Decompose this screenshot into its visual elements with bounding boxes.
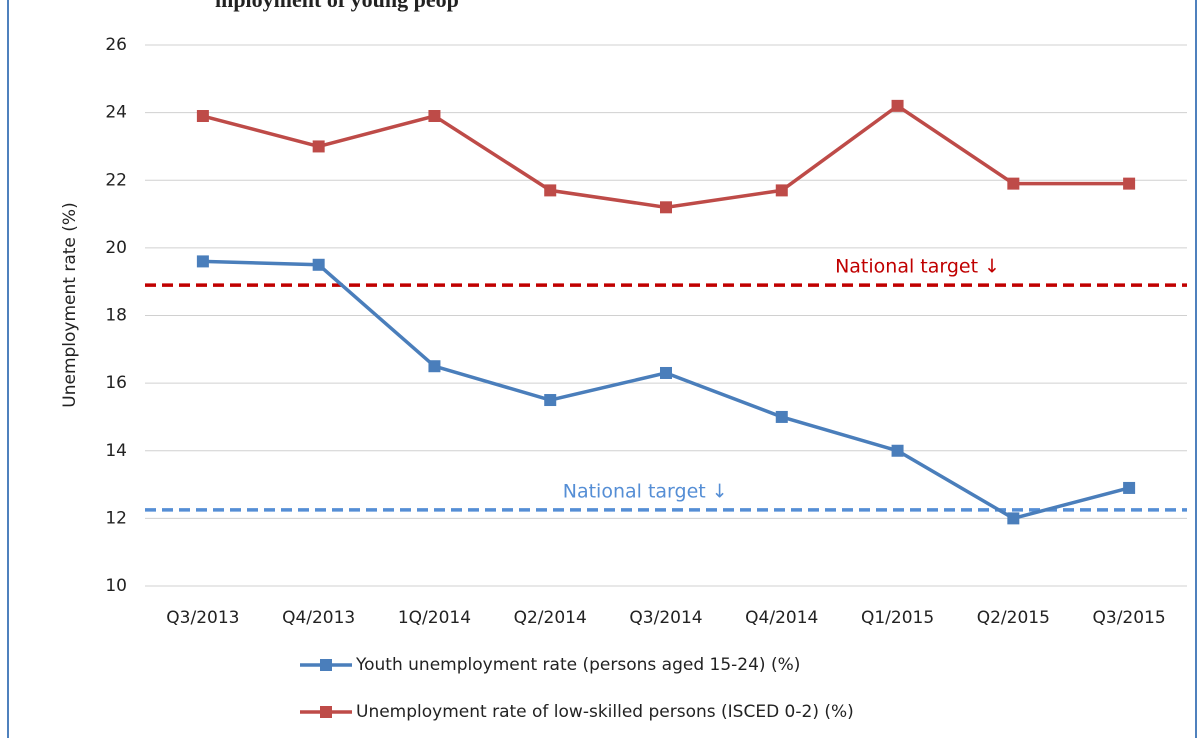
y-tick-label: 20 bbox=[105, 238, 127, 258]
point bbox=[1007, 512, 1020, 525]
point bbox=[428, 360, 441, 373]
point bbox=[891, 444, 904, 457]
point bbox=[1123, 177, 1136, 190]
x-tick-label: Q3/2013 bbox=[166, 608, 239, 628]
y-axis-label: Unemployment rate (%) bbox=[60, 202, 80, 407]
point bbox=[1123, 481, 1136, 494]
target-label: National target ↓ bbox=[835, 256, 1000, 278]
legend-marker bbox=[320, 659, 332, 671]
x-tick-label: Q3/2015 bbox=[1093, 608, 1166, 628]
x-tick-label: Q4/2013 bbox=[282, 608, 355, 628]
y-tick-label: 22 bbox=[105, 170, 127, 190]
point bbox=[312, 140, 325, 153]
point bbox=[544, 394, 557, 407]
legend-label: Unemployment rate of low-skilled persons… bbox=[356, 702, 854, 722]
y-tick-label: 16 bbox=[105, 373, 127, 393]
y-tick-label: 12 bbox=[105, 508, 127, 528]
series-line bbox=[202, 103, 1130, 210]
x-tick-label: Q2/2015 bbox=[977, 608, 1050, 628]
point bbox=[428, 110, 441, 123]
x-tick-label: Q2/2014 bbox=[514, 608, 587, 628]
frame bbox=[7, 0, 1197, 738]
target-label: National target ↓ bbox=[563, 480, 728, 502]
y-tick-label: 10 bbox=[105, 576, 127, 596]
x-tick-label: Q4/2014 bbox=[745, 608, 818, 628]
y-tick-label: 14 bbox=[105, 441, 127, 461]
legend-label: Youth unemployment rate (persons aged 15… bbox=[355, 655, 800, 675]
x-tick-label: Q3/2014 bbox=[629, 608, 702, 628]
point bbox=[660, 366, 672, 379]
point bbox=[544, 184, 557, 197]
point bbox=[1007, 177, 1020, 190]
point bbox=[312, 258, 325, 271]
y-tick-label: 24 bbox=[105, 103, 127, 123]
y-tick-label: 26 bbox=[105, 35, 127, 55]
point bbox=[660, 201, 672, 214]
x-tick-label: 1Q/2014 bbox=[398, 608, 471, 628]
y-tick-label: 18 bbox=[105, 306, 127, 326]
point bbox=[196, 110, 209, 123]
point bbox=[775, 410, 788, 423]
point bbox=[196, 255, 209, 268]
legend-marker bbox=[320, 706, 332, 718]
point bbox=[891, 99, 904, 112]
chart-title: mployment of young peop bbox=[215, 0, 459, 12]
point bbox=[775, 184, 788, 197]
x-tick-label: Q1/2015 bbox=[861, 608, 934, 628]
